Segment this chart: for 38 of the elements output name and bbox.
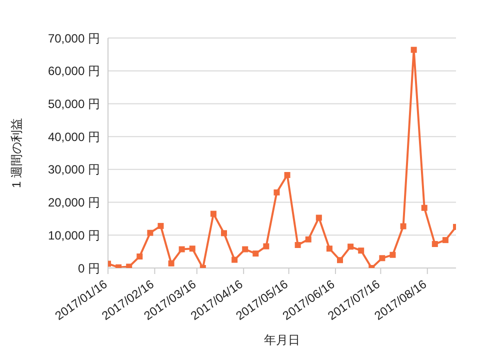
point [242,246,248,252]
point [284,172,290,178]
point [178,246,185,252]
x-axis-title: 年月日 [264,333,300,347]
point [189,246,196,252]
point [379,255,386,262]
y-tick-label: 10,000 円 [48,228,100,242]
point [136,254,143,260]
point [305,236,312,242]
point [263,243,270,250]
y-tick-label: 30,000 円 [48,162,100,177]
point [210,210,216,217]
point [252,250,259,257]
point [400,223,406,230]
y-tick-label: 60,000 円 [48,64,100,78]
point [158,222,164,229]
y-tick-label: 70,000 円 [48,31,100,46]
y-tick-label: 40,000 円 [48,130,100,144]
point [294,242,301,248]
y-tick-label: 50,000 円 [48,96,100,111]
point [432,241,438,248]
point [358,248,364,254]
point [421,204,428,211]
point [147,230,154,236]
y-axis-title: 1 週間の利益 [9,118,24,188]
point [221,230,227,236]
point [232,256,238,263]
point [316,214,322,221]
point [442,237,448,244]
point [390,252,396,258]
point [326,246,332,252]
point [348,244,354,250]
point [274,189,280,196]
point [410,46,417,53]
point [337,257,343,264]
y-tick-label: 20,000 円 [48,196,100,210]
point [168,260,174,266]
y-tick-label: 0 円 [78,261,100,276]
